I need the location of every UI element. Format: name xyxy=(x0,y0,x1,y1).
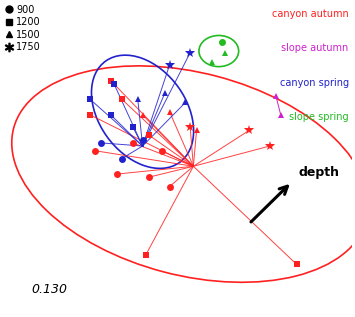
Text: canyon autumn: canyon autumn xyxy=(272,9,349,19)
Text: 0.130: 0.130 xyxy=(31,282,67,295)
Text: slope autumn: slope autumn xyxy=(282,43,349,53)
Text: canyon spring: canyon spring xyxy=(280,78,349,87)
Legend: 900, 1200, 1500, 1750: 900, 1200, 1500, 1750 xyxy=(4,4,42,53)
Text: depth: depth xyxy=(298,166,339,179)
Text: slope spring: slope spring xyxy=(289,112,349,122)
